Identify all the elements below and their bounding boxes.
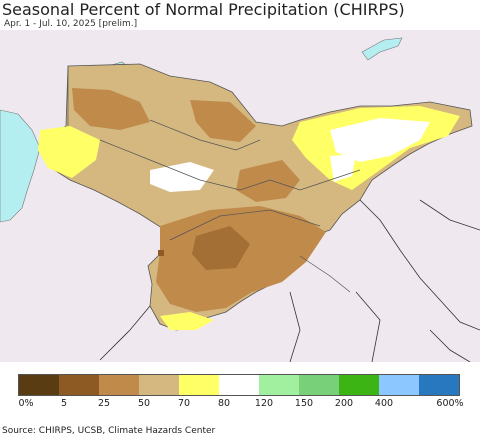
legend-swatch	[59, 375, 99, 395]
legend-label: 50	[137, 398, 151, 409]
legend-label: 70	[177, 398, 191, 409]
border-line	[355, 291, 381, 362]
precipitation-map	[0, 30, 480, 362]
legend-label: 600%	[436, 398, 464, 409]
legend-label: 400	[374, 398, 394, 409]
legend-label: 0%	[18, 398, 34, 409]
zone-east-white	[330, 118, 430, 162]
border-line	[99, 305, 151, 361]
map-subtitle: Apr. 1 - Jul. 10, 2025 [prelim.]	[4, 19, 138, 29]
lake-balkhash	[361, 37, 403, 61]
border-line	[299, 255, 351, 293]
zone-dark-1	[192, 226, 250, 270]
legend-swatch	[179, 375, 219, 395]
zone-steppe-mid	[190, 100, 256, 142]
zone-north-mid	[72, 88, 150, 130]
source-credit: Source: CHIRPS, UCSB, Climate Hazards Ce…	[2, 426, 216, 436]
legend-label: 25	[97, 398, 111, 409]
legend-label: 120	[254, 398, 274, 409]
legend-swatch	[19, 375, 59, 395]
legend-swatch	[379, 375, 419, 395]
legend-swatch	[299, 375, 339, 395]
border-line	[269, 169, 361, 191]
border-line	[429, 329, 471, 362]
map-title: Seasonal Percent of Normal Precipitation…	[2, 0, 405, 19]
legend-swatch	[259, 375, 299, 395]
zone-south-yellow	[160, 312, 214, 330]
border-line	[169, 209, 321, 241]
zone-dark-spot	[158, 250, 164, 256]
border-line	[149, 119, 261, 151]
border-line	[289, 291, 301, 362]
caspian-sea	[0, 109, 41, 223]
legend-swatch	[339, 375, 379, 395]
legend-swatch	[219, 375, 259, 395]
zone-center-white	[150, 162, 214, 192]
legend-swatch	[139, 375, 179, 395]
color-legend	[18, 374, 460, 396]
zone-pamir-white	[330, 154, 356, 182]
legend-swatch	[419, 375, 459, 395]
zone-west-yellow	[38, 126, 100, 178]
legend-label: 80	[217, 398, 231, 409]
border-line	[419, 199, 480, 231]
border-line	[359, 199, 480, 331]
legend-swatch	[99, 375, 139, 395]
legend-label: 5	[60, 398, 68, 409]
legend-labels: 0% 5 25 50 70 80 120 150 200 400 600%	[0, 398, 480, 410]
border-line	[99, 139, 271, 191]
legend-label: 200	[334, 398, 354, 409]
legend-label: 150	[294, 398, 314, 409]
